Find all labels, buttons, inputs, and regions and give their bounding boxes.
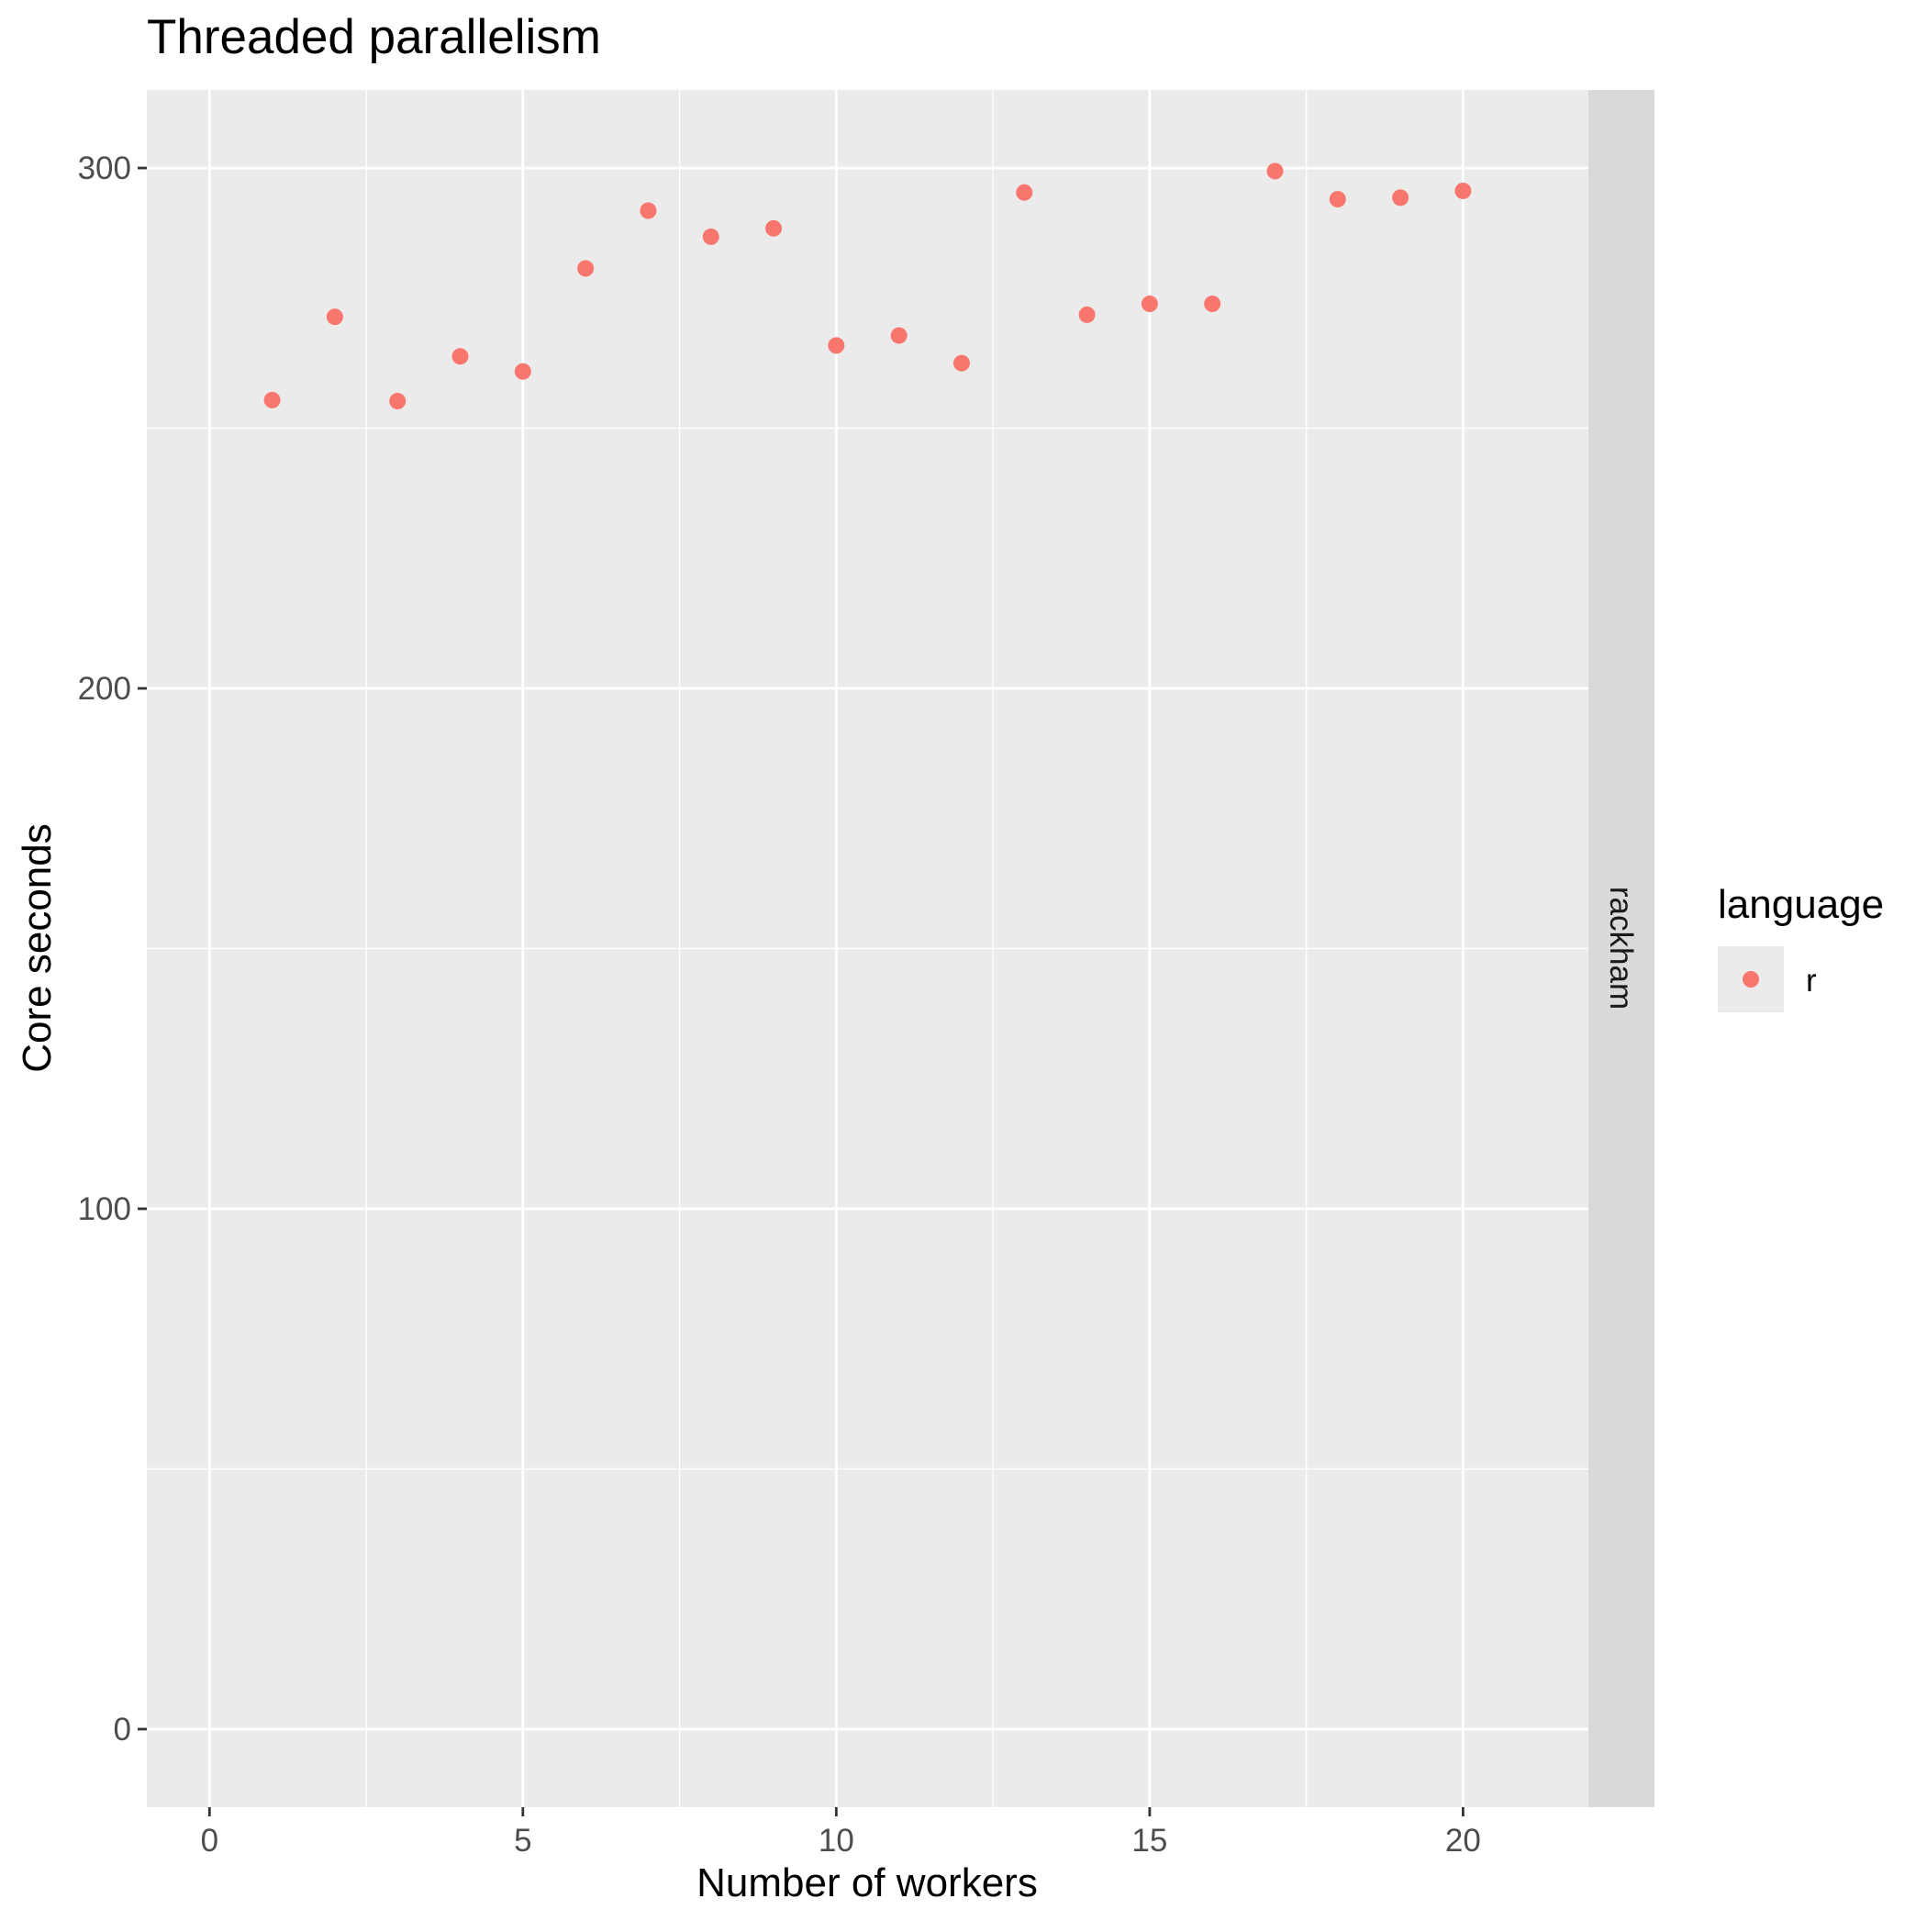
data-point xyxy=(1266,162,1284,180)
data-point xyxy=(1454,182,1472,199)
legend-label-r: r xyxy=(1806,963,1817,999)
data-point xyxy=(640,202,657,219)
y-tick-label: 200 xyxy=(78,671,131,707)
data-point xyxy=(451,348,469,365)
chart-title: Threaded parallelism xyxy=(147,10,601,64)
data-point xyxy=(263,391,281,408)
data-point xyxy=(1204,296,1221,313)
x-tick-label: 10 xyxy=(819,1823,854,1859)
x-axis: 0 5 10 15 20 xyxy=(201,1807,1481,1859)
facet-strip xyxy=(1588,90,1654,1807)
x-tick-label: 0 xyxy=(201,1823,218,1859)
data-point xyxy=(1329,191,1346,208)
legend-key-point xyxy=(1743,971,1759,988)
x-tick-label: 20 xyxy=(1445,1823,1481,1859)
y-axis: 0 100 200 300 xyxy=(78,151,147,1748)
x-tick-label: 15 xyxy=(1131,1823,1167,1859)
x-tick-label: 5 xyxy=(514,1823,531,1859)
facet-strip-label: rackham xyxy=(1603,887,1639,1010)
data-point xyxy=(1016,184,1033,201)
data-point xyxy=(1392,189,1409,207)
data-point xyxy=(702,228,719,245)
y-tick-label: 0 xyxy=(114,1712,131,1748)
data-point xyxy=(1141,296,1158,313)
data-point xyxy=(1078,306,1096,323)
y-axis-title: Core seconds xyxy=(15,823,60,1072)
legend: language r xyxy=(1718,882,1884,1012)
data-point xyxy=(577,260,595,277)
y-tick-label: 100 xyxy=(78,1191,131,1227)
data-point xyxy=(326,308,343,326)
data-point xyxy=(514,363,531,380)
data-point xyxy=(828,337,845,354)
minor-gridlines xyxy=(147,90,1588,1807)
data-point xyxy=(765,219,783,237)
data-points xyxy=(263,162,1472,410)
data-point xyxy=(952,354,970,372)
y-tick-label: 300 xyxy=(78,151,131,186)
data-point xyxy=(890,327,908,344)
x-axis-title: Number of workers xyxy=(696,1860,1038,1905)
data-point xyxy=(389,393,407,410)
legend-title: language xyxy=(1718,882,1884,927)
